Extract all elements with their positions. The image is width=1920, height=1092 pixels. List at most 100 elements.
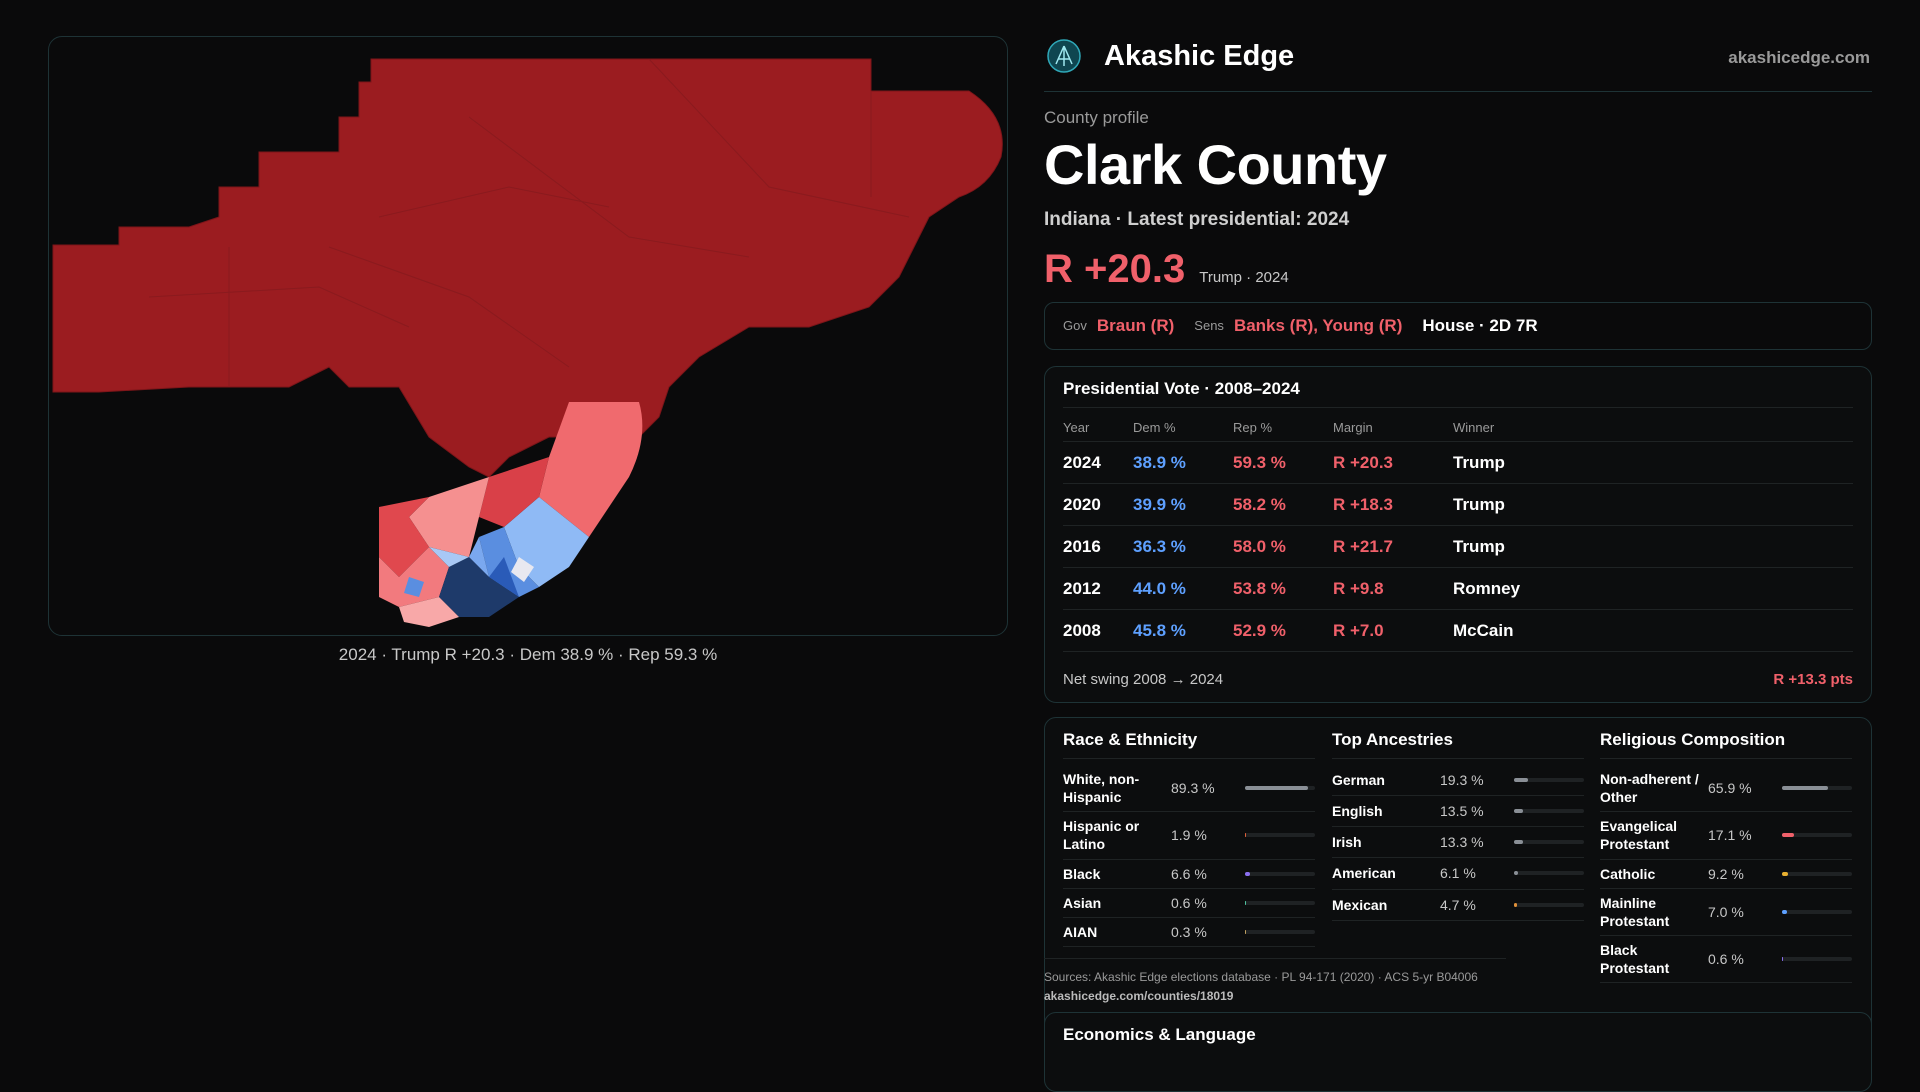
- precinct-light-red[interactable]: [539, 402, 643, 537]
- ancestry-bar-fill: [1514, 871, 1519, 876]
- race-name: Asian: [1063, 894, 1102, 911]
- religion-bar: [1782, 871, 1852, 876]
- race-bar: [1245, 871, 1315, 876]
- religion-row[interactable]: Evangelical Protestant 17.1 %: [1600, 812, 1852, 860]
- map-caption: 2024 · Trump R +20.3 · Dem 38.9 % · Rep …: [338, 645, 718, 664]
- ancestry-row[interactable]: Mexican 4.7 %: [1332, 890, 1584, 921]
- religion-section: Religious Composition Non-adherent / Oth…: [1600, 730, 1852, 984]
- precinct-blue[interactable]: [404, 577, 424, 597]
- county-north-region[interactable]: [52, 58, 1003, 478]
- ancestry-name: English: [1332, 802, 1383, 819]
- cell-dem: 36.3 %: [1133, 525, 1233, 569]
- ancestry-row[interactable]: German 19.3 %: [1332, 765, 1584, 796]
- precinct-dark-blue[interactable]: [489, 557, 519, 597]
- governor-name: Braun (R): [1096, 315, 1175, 335]
- precinct-navy[interactable]: [439, 557, 519, 617]
- cell-dem: 39.9 %: [1133, 483, 1233, 527]
- religion-row[interactable]: Black Protestant 0.6 %: [1600, 936, 1852, 984]
- brand-name: Akashic Edge: [1104, 40, 1295, 72]
- religion-list: Non-adherent / Other 65.9 % Evangelical Pr…: [1600, 765, 1852, 984]
- col-winner: Winner: [1453, 413, 1853, 443]
- cell-rep: 59.3 %: [1233, 441, 1333, 485]
- race-row[interactable]: Hispanic or Latino 1.9 %: [1063, 812, 1315, 860]
- col-dem: Dem %: [1133, 413, 1233, 443]
- boundary-line: [378, 186, 610, 218]
- cell-margin: R +9.8: [1333, 567, 1453, 611]
- race-bar-fill: [1245, 833, 1247, 838]
- religion-pct: 9.2 %: [1708, 865, 1744, 882]
- race-bar: [1245, 900, 1315, 905]
- brand-url-link[interactable]: akashicedge.com: [1728, 48, 1870, 67]
- religion-bar-fill: [1782, 833, 1794, 838]
- table-row[interactable]: 2012 44.0 % 53.8 % R +9.8 Romney: [1063, 567, 1853, 611]
- ancestry-row[interactable]: English 13.5 %: [1332, 796, 1584, 828]
- religion-bar-fill: [1782, 957, 1784, 962]
- precinct-map-svg[interactable]: [49, 37, 1008, 636]
- race-bar-fill: [1245, 785, 1308, 790]
- race-name: AIAN: [1063, 923, 1098, 940]
- margin-winner: Trump · 2024: [1199, 268, 1289, 286]
- cell-winner: Trump: [1453, 525, 1853, 569]
- religion-row[interactable]: Catholic 9.2 %: [1600, 860, 1852, 889]
- religion-title: Religious Composition: [1600, 730, 1852, 759]
- precinct-light-blue[interactable]: [429, 547, 469, 567]
- ancestry-pct: 19.3 %: [1440, 771, 1484, 788]
- precinct-red[interactable]: [479, 457, 549, 527]
- cell-winner: McCain: [1453, 609, 1853, 653]
- table-row[interactable]: 2024 38.9 % 59.3 % R +20.3 Trump: [1063, 441, 1853, 485]
- swing-label: Net swing 2008 → 2024: [1063, 670, 1224, 688]
- race-row[interactable]: Asian 0.6 %: [1063, 889, 1315, 918]
- ancestry-list: German 19.3 % English 13.5 % Irish 13.3 % Amer…: [1332, 765, 1584, 921]
- ancestry-name: Mexican: [1332, 896, 1388, 913]
- cell-year: 2024: [1063, 441, 1133, 485]
- table-row[interactable]: 2016 36.3 % 58.0 % R +21.7 Trump: [1063, 525, 1853, 569]
- boundary-line: [328, 246, 570, 368]
- religion-row[interactable]: Mainline Protestant 7.0 %: [1600, 889, 1852, 937]
- cell-year: 2016: [1063, 525, 1133, 569]
- ancestry-title: Top Ancestries: [1332, 730, 1584, 759]
- ancestry-name: German: [1332, 771, 1385, 788]
- precinct-light-red[interactable]: [379, 547, 449, 607]
- cell-rep: 58.0 %: [1233, 525, 1333, 569]
- race-row[interactable]: White, non-Hispanic 89.3 %: [1063, 765, 1315, 813]
- akashic-logo-icon: [1047, 39, 1081, 73]
- precinct-red[interactable]: [379, 497, 429, 577]
- ancestry-name: Irish: [1332, 834, 1362, 851]
- cell-dem: 44.0 %: [1133, 567, 1233, 611]
- cell-winner: Romney: [1453, 567, 1853, 611]
- race-bar-fill: [1245, 871, 1250, 876]
- ancestry-row[interactable]: Irish 13.3 %: [1332, 827, 1584, 859]
- cell-margin: R +18.3: [1333, 483, 1453, 527]
- cell-year: 2020: [1063, 483, 1133, 527]
- ancestry-pct: 13.3 %: [1440, 834, 1484, 851]
- precinct-white[interactable]: [511, 557, 534, 582]
- ancestry-row[interactable]: American 6.1 %: [1332, 858, 1584, 890]
- county-map[interactable]: [48, 36, 1008, 636]
- county-profile-panel: Akashic Edge akashicedge.com County prof…: [1044, 36, 1872, 1035]
- race-name: Black: [1063, 865, 1101, 882]
- religion-row[interactable]: Non-adherent / Other 65.9 %: [1600, 765, 1852, 813]
- race-title: Race & Ethnicity: [1063, 730, 1315, 759]
- ancestry-pct: 13.5 %: [1440, 803, 1484, 820]
- precinct-pink[interactable]: [399, 597, 459, 627]
- table-row[interactable]: 2008 45.8 % 52.9 % R +7.0 McCain: [1063, 609, 1853, 653]
- boundary-line: [468, 116, 750, 258]
- table-row[interactable]: 2020 39.9 % 58.2 % R +18.3 Trump: [1063, 483, 1853, 527]
- vote-card-title: Presidential Vote · 2008–2024: [1063, 379, 1853, 408]
- profile-subtitle: Indiana · Latest presidential: 2024: [1044, 208, 1350, 230]
- precinct-blue[interactable]: [469, 537, 489, 577]
- ancestry-pct: 4.7 %: [1440, 896, 1476, 913]
- cell-rep: 53.8 %: [1233, 567, 1333, 611]
- ancestry-bar: [1514, 777, 1584, 782]
- cell-dem: 38.9 %: [1133, 441, 1233, 485]
- net-swing-row: Net swing 2008 → 2024 R +13.3 pts: [1063, 671, 1853, 688]
- religion-bar-fill: [1782, 785, 1829, 790]
- cell-year: 2012: [1063, 567, 1133, 611]
- race-row[interactable]: Black 6.6 %: [1063, 860, 1315, 889]
- race-bar: [1245, 833, 1315, 838]
- race-bar: [1245, 930, 1315, 935]
- ancestry-pct: 6.1 %: [1440, 865, 1476, 882]
- sens-label: Sens: [1194, 318, 1224, 334]
- race-row[interactable]: AIAN 0.3 %: [1063, 918, 1315, 948]
- race-pct: 89.3 %: [1171, 779, 1215, 796]
